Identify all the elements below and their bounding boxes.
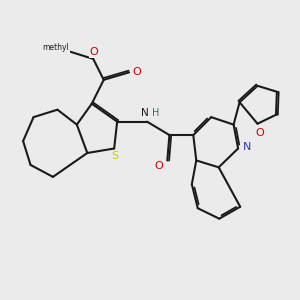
Text: O: O (89, 47, 98, 57)
Text: O: O (256, 128, 264, 138)
Text: N: N (243, 142, 251, 152)
Text: H: H (152, 108, 160, 118)
Text: S: S (111, 151, 118, 161)
Text: O: O (132, 68, 141, 77)
Text: O: O (154, 161, 163, 171)
Text: N: N (141, 108, 148, 118)
Text: methyl: methyl (43, 44, 69, 52)
